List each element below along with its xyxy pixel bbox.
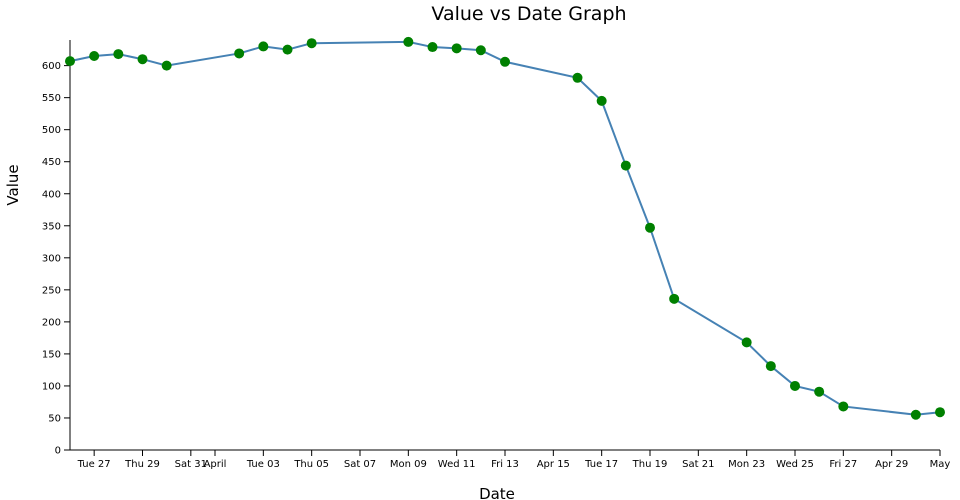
data-point	[89, 51, 100, 62]
data-point	[282, 44, 293, 55]
x-tick-label: May	[930, 459, 951, 470]
x-tick-label: Fri 13	[491, 459, 519, 470]
y-tick-label: 450	[42, 157, 61, 168]
x-tick-label: Tue 17	[584, 459, 618, 470]
data-point	[306, 38, 317, 49]
x-tick-label: Wed 11	[438, 459, 476, 470]
y-tick-label: 0	[55, 446, 61, 457]
data-point	[572, 72, 583, 83]
y-tick-label: 50	[48, 413, 61, 424]
data-point	[669, 293, 680, 304]
data-point	[596, 95, 607, 106]
data-point	[427, 42, 438, 53]
data-point	[65, 56, 75, 67]
series-line	[69, 40, 941, 416]
data-point	[451, 43, 462, 54]
data-point	[258, 41, 269, 52]
y-tick-label: 250	[42, 285, 61, 296]
data-point	[161, 60, 172, 71]
data-point	[620, 160, 631, 171]
x-tick-label: Tue 03	[246, 459, 280, 470]
data-point	[234, 48, 245, 59]
y-tick-label: 100	[42, 381, 61, 392]
data-point	[500, 56, 510, 67]
x-tick-label: Thu 29	[124, 459, 160, 470]
data-point	[765, 361, 776, 372]
x-tick-label: Sat 07	[344, 459, 376, 470]
data-point	[741, 337, 752, 348]
data-point	[475, 45, 486, 56]
chart-title: Value vs Date Graph	[431, 3, 626, 25]
data-point	[910, 409, 921, 420]
x-tick-label: Wed 25	[776, 459, 814, 470]
data-point	[838, 401, 849, 412]
data-point	[403, 36, 414, 47]
data-point	[645, 222, 655, 233]
x-tick-label: Mon 23	[728, 459, 765, 470]
y-tick-label: 550	[42, 93, 61, 104]
x-tick-label: Thu 19	[632, 459, 668, 470]
y-tick-label: 600	[42, 61, 61, 72]
y-tick-label: 150	[42, 349, 61, 360]
x-tick-label: Apr 15	[537, 459, 570, 470]
y-tick-label: 400	[42, 189, 61, 200]
x-tick-label: Tue 27	[77, 459, 111, 470]
x-tick-label: Sat 31	[175, 459, 207, 470]
data-point	[814, 386, 825, 397]
y-axis: 0 50 100 150 200 250 300 350 400 450 500 550 600	[42, 40, 71, 457]
y-tick-label: 200	[42, 317, 61, 328]
data-point	[113, 49, 124, 60]
y-axis-label: Value	[4, 164, 22, 205]
y-tick-label: 500	[42, 125, 61, 136]
x-tick-label: Apr 29	[875, 459, 908, 470]
data-points	[65, 36, 945, 420]
x-tick-label: Fri 27	[829, 459, 857, 470]
x-tick-label: Mon 09	[390, 459, 427, 470]
data-point	[137, 54, 148, 65]
data-point	[935, 407, 945, 418]
x-tick-label: Sat 21	[682, 459, 714, 470]
x-axis-label: Date	[479, 485, 515, 500]
y-tick-label: 300	[42, 253, 61, 264]
data-point	[790, 380, 800, 391]
x-tick-label: April	[204, 459, 227, 470]
y-tick-label: 350	[42, 221, 61, 232]
x-tick-label: Thu 05	[293, 459, 329, 470]
